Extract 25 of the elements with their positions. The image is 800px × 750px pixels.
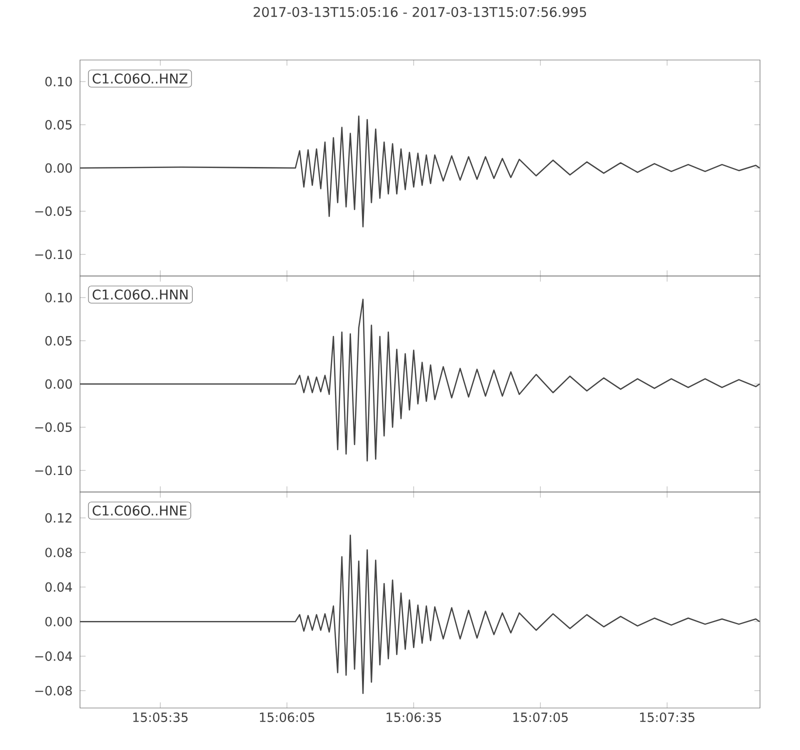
- x-tick-label: 15:07:35: [640, 712, 694, 722]
- annotation: C1.C06O..HNE: [92, 506, 186, 516]
- y-tick-label: −0.04: [35, 651, 72, 661]
- y-tick-label: −0.10: [35, 250, 72, 260]
- y-tick-label: 0.05: [45, 336, 72, 346]
- y-tick-label: 0.05: [45, 120, 72, 130]
- y-tick-label: 0.00: [45, 616, 72, 626]
- y-tick-label: 0.12: [45, 513, 72, 523]
- y-tick-label: −0.08: [35, 686, 72, 696]
- y-tick-label: 0.10: [45, 292, 72, 302]
- x-tick-label: 15:06:35: [386, 712, 441, 722]
- annotation: C1.C06O..HNZ: [92, 74, 188, 84]
- y-tick-label: −0.10: [35, 466, 72, 476]
- y-tick-label: 0.04: [45, 582, 72, 592]
- y-tick-label: 0.00: [45, 379, 72, 389]
- x-tick-label: 15:05:35: [133, 712, 188, 722]
- y-tick-label: −0.05: [35, 422, 72, 432]
- y-tick-label: −0.05: [35, 206, 72, 216]
- x-tick-label: 15:07:05: [513, 712, 568, 722]
- x-tick-label: 15:06:05: [260, 712, 314, 722]
- y-tick-label: 0.00: [45, 163, 72, 173]
- y-tick-label: 0.10: [45, 76, 72, 86]
- chart-title: 2017-03-13T15:05:16 - 2017-03-13T15:07:56.995: [254, 6, 586, 18]
- annotation: C1.C06O..HNN: [92, 290, 188, 300]
- y-tick-label: 0.08: [45, 548, 72, 558]
